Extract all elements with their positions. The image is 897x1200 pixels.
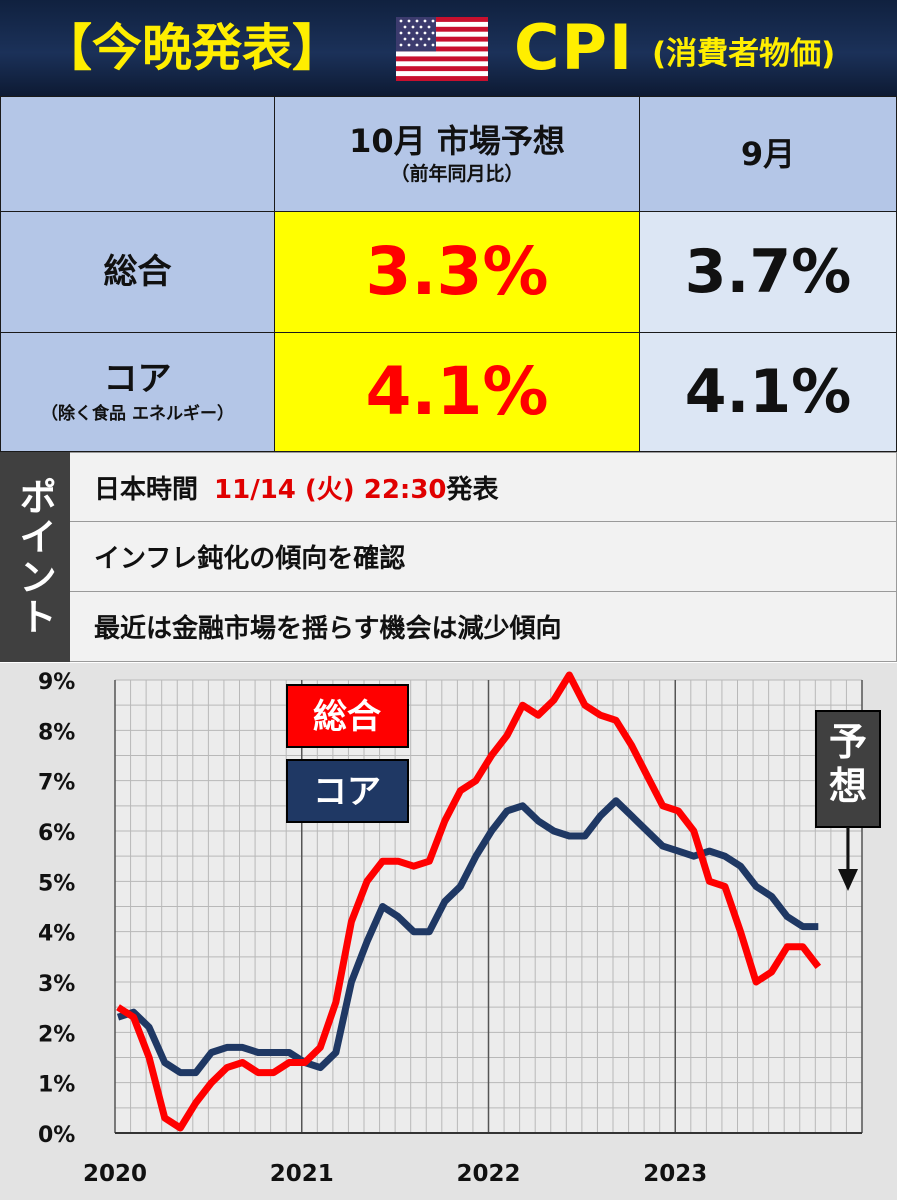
row-label-core-sub: （除く食品 エネルギー）	[41, 404, 234, 424]
x-tick-label: 2023	[643, 1161, 707, 1187]
forecast-arrow-head	[838, 869, 858, 891]
row-label-cell: コア （除く食品 エネルギー）	[0, 332, 275, 452]
banner-cpi: CPI	[514, 11, 635, 84]
legend-core-label: コア	[313, 772, 381, 812]
forecast-header-sub: （前年同月比）	[390, 163, 524, 185]
table-corner-cell	[0, 96, 275, 212]
previous-value-cell: 3.7%	[639, 211, 897, 333]
legend-core-box	[286, 759, 409, 823]
forecast-callout	[815, 710, 881, 828]
points-side-label: ポイント	[0, 452, 70, 662]
y-tick-label: 2%	[38, 1022, 75, 1047]
point-suffix: 発表	[446, 474, 499, 505]
row-label-core: コア	[103, 359, 172, 399]
y-tick-label: 6%	[38, 821, 75, 846]
legend-headline-label: 総合	[313, 697, 381, 737]
previous-value-headline: 3.7%	[684, 237, 852, 307]
us-flag-icon	[396, 17, 488, 81]
forecast-value-headline: 3.3%	[365, 233, 549, 310]
x-tick-label: 2022	[456, 1161, 520, 1187]
legend-headline-box	[286, 684, 409, 748]
previous-value-core: 4.1%	[684, 357, 852, 427]
x-tick-label: 2020	[83, 1161, 147, 1187]
points-label: ポイント	[12, 477, 57, 637]
y-tick-label: 1%	[38, 1073, 75, 1098]
x-tick-label: 2021	[270, 1161, 334, 1187]
y-tick-label: 9%	[38, 670, 75, 695]
y-tick-label: 3%	[38, 972, 75, 997]
point-text: インフレ鈍化の傾向を確認	[94, 544, 406, 574]
previous-header-cell: 9月	[639, 96, 897, 212]
row-label-cell: 総合	[0, 211, 275, 333]
point-prefix: 日本時間	[94, 474, 199, 505]
y-tick-label: 7%	[38, 771, 75, 796]
y-tick-label: 8%	[38, 720, 75, 745]
y-tick-label: 5%	[38, 871, 75, 896]
release-time: 11/14 (火) 22:30	[214, 474, 447, 505]
title-banner: 【今晩発表】 CPI (消費者物価)	[0, 0, 897, 96]
series-line-headline	[116, 671, 822, 1132]
forecast-value-core: 4.1%	[365, 353, 549, 430]
previous-value-cell: 4.1%	[639, 332, 897, 452]
point-item: インフレ鈍化の傾向を確認	[70, 521, 897, 592]
point-item: 日本時間 11/14 (火) 22:30 発表	[70, 452, 897, 522]
forecast-callout-label: 予	[829, 720, 867, 764]
banner-cpi-subtitle: (消費者物価)	[652, 36, 836, 72]
forecast-value-cell: 3.3%	[274, 211, 640, 333]
forecast-value-cell: 4.1%	[274, 332, 640, 452]
previous-header: 9月	[740, 135, 796, 173]
point-item: 最近は金融市場を揺らす機会は減少傾向	[70, 591, 897, 662]
banner-tag: 【今晩発表】	[42, 19, 342, 77]
forecast-callout-label: 想	[829, 764, 867, 808]
row-label-headline: 総合	[103, 252, 172, 292]
y-tick-label: 4%	[38, 922, 75, 947]
y-tick-label: 0%	[38, 1123, 75, 1148]
forecast-header-cell: 10月 市場予想 （前年同月比）	[274, 96, 640, 212]
point-text: 最近は金融市場を揺らす機会は減少傾向	[94, 614, 562, 644]
cpi-line-chart: 0% 1% 2% 3% 4% 5% 6% 7% 8% 9% 2020 2021 2022 2023 総合コア…	[38, 670, 881, 1187]
forecast-header: 10月 市場予想	[349, 122, 565, 160]
